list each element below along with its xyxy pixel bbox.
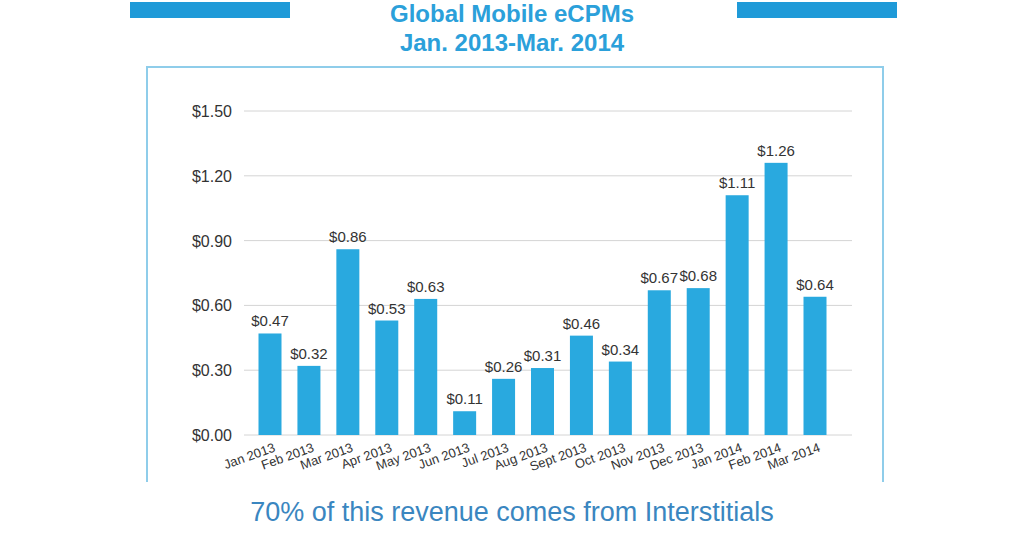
annotation: 70% of this revenue comes from Interstit… [250,497,774,527]
bar [726,195,749,435]
title: Global Mobile eCPMs [390,0,634,27]
grid-line [244,175,852,176]
bar [492,379,515,435]
data-label: $0.53 [368,300,406,317]
y-tick-label: $0.00 [192,427,232,444]
data-label: $1.11 [719,174,755,191]
data-label: $0.26 [485,358,523,375]
chart: Global Mobile eCPMsJan. 2013-Mar. 2014 $0… [0,0,1024,536]
data-label: $0.32 [290,345,328,362]
data-label: $0.63 [407,278,445,295]
bar [765,163,788,435]
bar [570,336,593,435]
x-tick-label: Mar 2014 [765,440,822,473]
grid-line [244,111,852,112]
bar [375,321,398,435]
bar [804,297,827,435]
bar [297,366,320,435]
bar [336,249,359,435]
page: {"chart_data": {"type": "bar", "title": … [0,0,1024,536]
header-bar-left [130,2,290,18]
data-label: $1.26 [757,142,795,159]
data-label: $0.11 [446,390,482,407]
bars [259,163,827,435]
bar [453,411,476,435]
bar [531,368,554,435]
data-label: $0.46 [563,315,601,332]
bar [687,288,710,435]
y-tick-label: $0.30 [192,362,232,379]
grid-line [244,305,852,306]
data-label: $0.31 [524,347,562,364]
data-label: $0.64 [796,276,834,293]
data-label: $0.67 [641,269,679,286]
data-label: $0.34 [602,341,640,358]
y-tick-label: $0.60 [192,297,232,314]
data-label: $0.47 [251,312,289,329]
frame [147,67,883,482]
bar [609,362,632,435]
y-tick-label: $1.50 [192,103,232,120]
bar [648,290,671,435]
subtitle: Jan. 2013-Mar. 2014 [400,29,625,56]
data-label: $0.68 [679,267,717,284]
header-bar-right [737,2,897,18]
y-tick-label: $0.90 [192,233,232,250]
bar [414,299,437,435]
data-label: $0.86 [329,228,367,245]
bar [259,333,282,435]
y-tick-label: $1.20 [192,168,232,185]
